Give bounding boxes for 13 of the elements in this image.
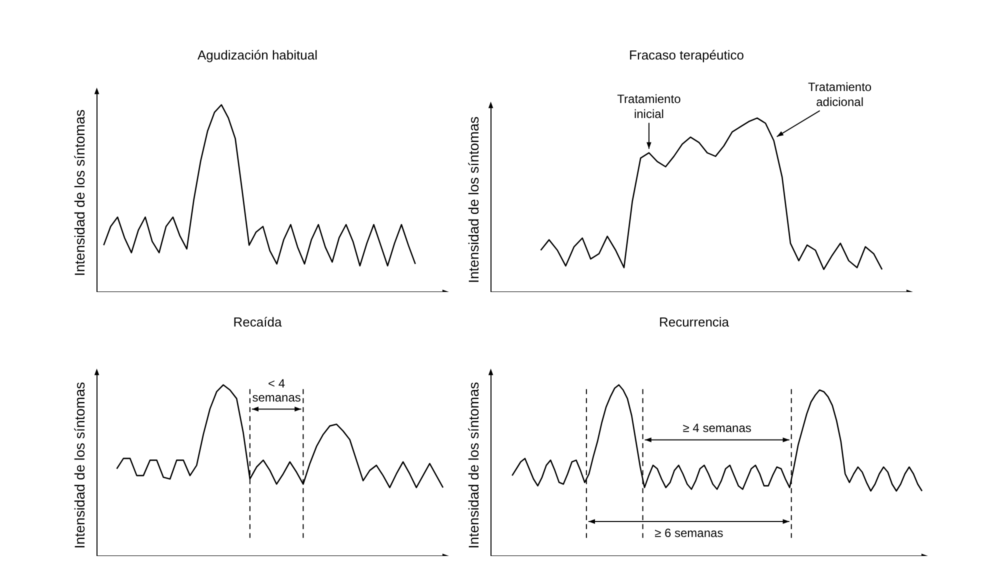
chart-title: Fracaso terapéutico xyxy=(629,47,744,62)
annotation: < 4 semanas xyxy=(252,376,301,404)
chart-title: Recurrencia xyxy=(658,314,730,330)
y-axis-title: Intensidad de los síntomas xyxy=(71,110,88,276)
y-axis-title: Intensidad de los síntomas xyxy=(465,116,482,284)
chart-title: Recaída xyxy=(233,314,282,330)
annotation: Tratamiento inicial xyxy=(617,92,682,122)
annotation: ≥ 4 semanas xyxy=(682,421,752,436)
chart-title: Agudización habitual xyxy=(198,47,318,62)
y-axis-title: Intensidad de los síntomas xyxy=(71,382,88,549)
text: Tratamiento adicional xyxy=(808,80,872,109)
y-axis-title: Intensidad de los síntomas xyxy=(465,382,482,549)
annotation: ≥ 6 semanas xyxy=(654,526,724,540)
